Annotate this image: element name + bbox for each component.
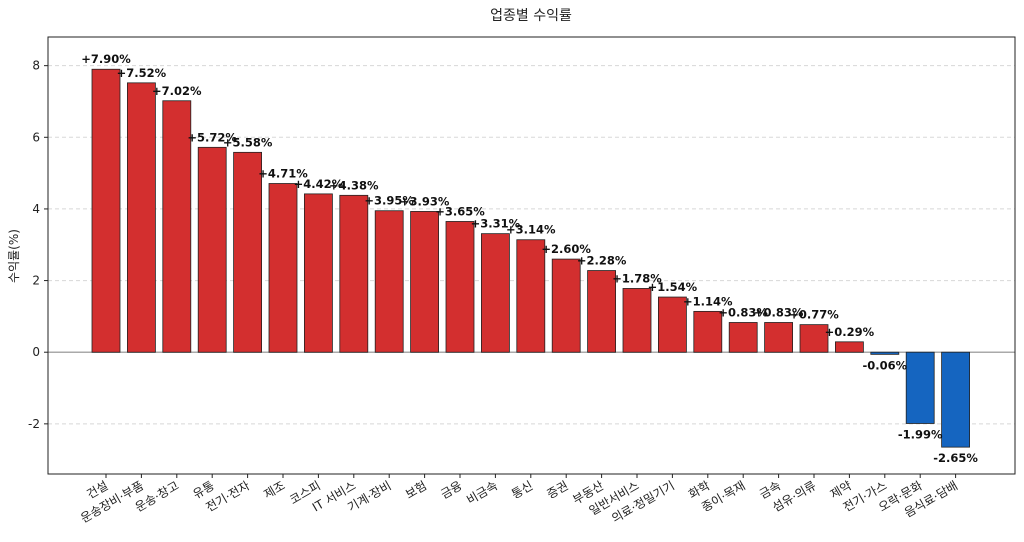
data-label: +7.52% [117,66,167,80]
data-label: -2.65% [933,451,978,465]
plot-frame [47,36,1016,475]
data-label: +1.78% [612,271,662,285]
bars [91,68,970,448]
bar [905,351,935,424]
y-tick-label: 0 [32,345,40,359]
data-label: -1.99% [898,427,943,441]
y-tick-label: 8 [32,59,40,73]
x-tick-label: 비금속 [464,478,500,507]
data-label: +5.72% [187,130,237,144]
bar [127,82,156,353]
bar [233,151,263,353]
bar [799,324,829,353]
data-label: -0.06% [862,358,907,372]
y-tick-label: 4 [32,202,40,216]
bar [658,296,687,353]
y-tick-label: -2 [28,417,40,431]
bar [835,341,864,353]
x-tick-label: 보험 [403,478,429,501]
bar [339,194,369,353]
data-label: +7.02% [152,84,202,98]
bar [268,183,298,353]
x-tick-label: 통신 [509,478,535,501]
data-label: +4.71% [258,167,308,181]
bar [516,239,546,353]
data-label: +1.54% [648,280,698,294]
data-label: +5.58% [223,135,273,149]
bar [587,270,616,353]
x-tick-label: 금융 [438,478,464,501]
data-label: +3.95% [364,194,414,208]
data-label: +3.65% [435,204,485,218]
bar [197,146,227,353]
bar [91,68,121,353]
data-label: +7.90% [81,52,131,66]
data-label: +0.83% [718,305,768,319]
y-tick-label: 6 [32,130,40,144]
data-label: +1.14% [683,294,733,308]
data-label: +3.14% [506,223,556,237]
bar [551,258,581,353]
bar [480,233,510,353]
y-ticks: -2 0 2 4 6 8 [28,59,48,431]
y-axis-label: 수익률(%) [7,229,21,283]
x-tick-label: 증권 [545,478,571,501]
data-label: +4.42% [294,177,344,191]
bar [622,288,652,353]
data-label: +0.77% [789,308,839,322]
bar [870,351,900,355]
bar [303,193,333,353]
bar [374,210,404,353]
data-label: +4.38% [329,178,379,192]
bar [445,221,475,353]
data-label: +2.28% [577,254,627,268]
data-label: +2.60% [541,242,591,256]
bar [693,310,723,353]
bar [162,100,192,353]
data-labels: +7.90%+7.52% +7.02% +5.72%+5.58% +4.71%+4.4… [81,52,978,465]
y-tick-label: 2 [32,274,40,288]
data-label: +3.31% [471,217,521,231]
data-label: +0.29% [825,325,875,339]
bar [941,351,970,448]
data-label: +3.93% [400,194,450,208]
chart-title: 업종별 수익률 [490,8,572,24]
bar [728,322,758,353]
bar [764,322,793,353]
x-tick-label: 제조 [261,478,287,501]
data-label: +0.83% [754,305,804,319]
bar [410,211,440,353]
